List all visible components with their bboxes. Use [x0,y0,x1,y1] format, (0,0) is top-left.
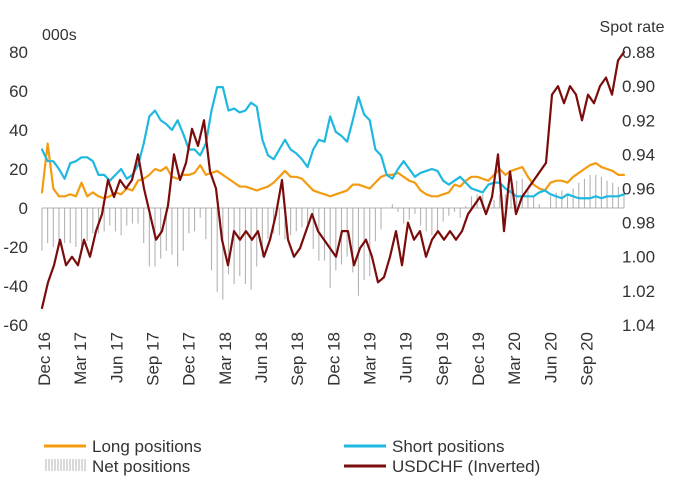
x-tick-label: Mar 17 [71,332,90,385]
right-tick-label: 1.04 [622,316,655,335]
left-tick-label: -40 [3,277,28,296]
x-tick-label: Sep 20 [578,332,597,386]
legend-net-label: Net positions [92,457,190,476]
right-tick-label: 0.88 [622,43,655,62]
left-tick-label: 60 [9,82,28,101]
x-tick-label: Mar 20 [505,332,524,385]
x-tick-label: Jun 20 [541,332,560,383]
left-tick-label: 20 [9,160,28,179]
left-axis-ticks: 80 60 40 20 0 -20 -40 -60 [3,43,28,335]
right-tick-label: 0.90 [622,77,655,96]
left-tick-label: 80 [9,43,28,62]
usdchf-inverted-line [40,50,626,310]
x-tick-label: Dec 16 [35,332,54,386]
right-tick-label: 1.02 [622,282,655,301]
net-positions-bars [41,174,625,300]
x-tick-label: Dec 19 [469,332,488,386]
x-tick-label: Mar 18 [216,332,235,385]
long-positions-line [40,142,626,200]
right-axis-ticks: 0.88 0.90 0.92 0.94 0.96 0.98 1.00 1.02 1.04 [622,43,655,335]
legend-long-label: Long positions [92,437,202,456]
left-tick-label: 40 [9,121,28,140]
right-tick-label: 0.96 [622,180,655,199]
left-tick-label: 0 [19,199,28,218]
x-tick-label: Sep 17 [144,332,163,386]
legend: Long positions Short positions Net posit… [44,437,540,476]
short-positions-line [40,85,626,200]
x-tick-label: Dec 18 [324,332,343,386]
x-tick-label: Sep 18 [288,332,307,386]
legend-usdchf-label: USDCHF (Inverted) [392,457,540,476]
x-tick-label: Mar 19 [361,332,380,385]
left-tick-label: -60 [3,316,28,335]
legend-short-label: Short positions [392,437,504,456]
x-tick-label: Sep 19 [433,332,452,386]
right-tick-label: 1.00 [622,248,655,267]
legend-net-swatch [45,459,86,471]
right-axis-unit: Spot rate [600,19,665,36]
right-tick-label: 0.98 [622,214,655,233]
series-lines [40,50,626,310]
plot-area [40,50,626,310]
x-tick-label: Jun 18 [252,332,271,383]
left-axis-unit: 000s [42,27,77,44]
x-tick-label: Dec 17 [180,332,199,386]
x-tick-label: Jun 19 [397,332,416,383]
right-tick-label: 0.94 [622,145,655,164]
x-axis-ticks: Dec 16 Mar 17 Jun 17 Sep 17 Dec 17 Mar 18 Jun … [35,332,597,386]
right-tick-label: 0.92 [622,111,655,130]
left-tick-label: -20 [3,238,28,257]
x-tick-label: Jun 17 [107,332,126,383]
